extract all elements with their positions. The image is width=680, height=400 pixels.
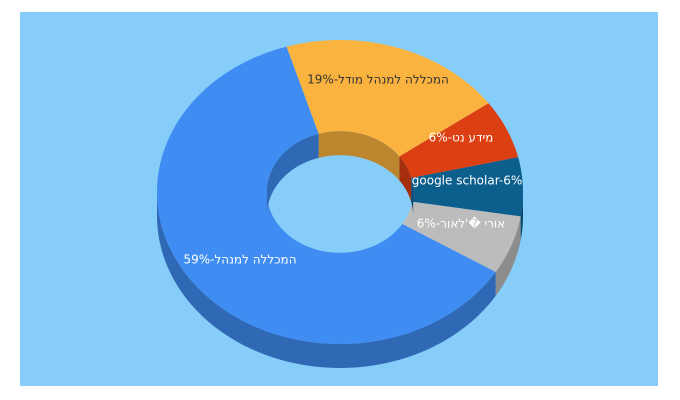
- slice: [402, 201, 521, 272]
- outer-wall: [495, 216, 521, 296]
- outer-wall: [520, 192, 523, 241]
- data-label: 59%-המכללה למנהל: [183, 253, 296, 267]
- inner-wall: [318, 131, 400, 181]
- slice: [286, 40, 489, 157]
- slice: [411, 157, 523, 217]
- data-label: google scholar-6%: [412, 174, 522, 188]
- inner-wall: [266, 133, 319, 216]
- inner-wall: [399, 156, 412, 203]
- data-label: 19%-המכללה למנהל מודל: [307, 73, 449, 87]
- outer-wall: [157, 192, 496, 368]
- slice: [157, 46, 496, 344]
- data-label: 6%-אורי �'לאור: [417, 217, 505, 231]
- data-label: 6%-מידע נט: [429, 131, 494, 145]
- slice: [399, 103, 519, 179]
- inner-wall: [411, 178, 414, 216]
